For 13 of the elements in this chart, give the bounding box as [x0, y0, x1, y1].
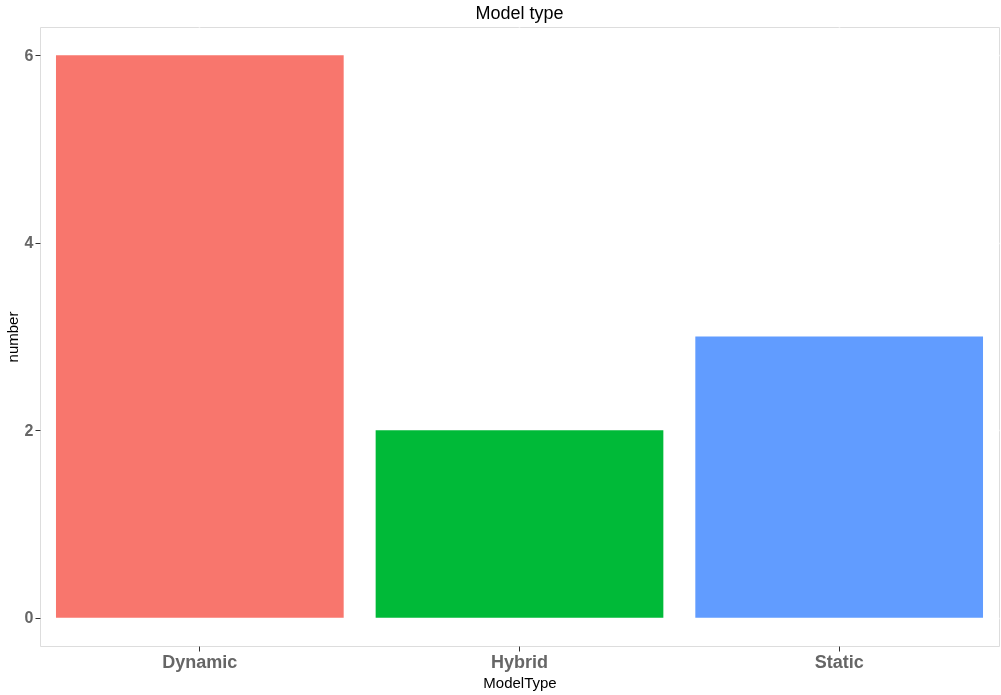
y-axis-title: number	[3, 311, 21, 363]
y-tick-label: 4	[24, 234, 34, 252]
y-tick-label: 6	[24, 46, 34, 64]
x-tick-label: Dynamic	[162, 651, 238, 672]
y-tick-label: 2	[24, 421, 34, 439]
x-axis-title: ModelType	[483, 673, 557, 691]
bar	[55, 55, 344, 618]
chart-title: Model type	[475, 3, 564, 23]
bar	[695, 336, 984, 618]
y-tick-label: 0	[24, 609, 34, 627]
bar	[375, 430, 664, 618]
x-tick-label: Static	[814, 651, 864, 672]
x-tick-label: Hybrid	[490, 651, 549, 672]
